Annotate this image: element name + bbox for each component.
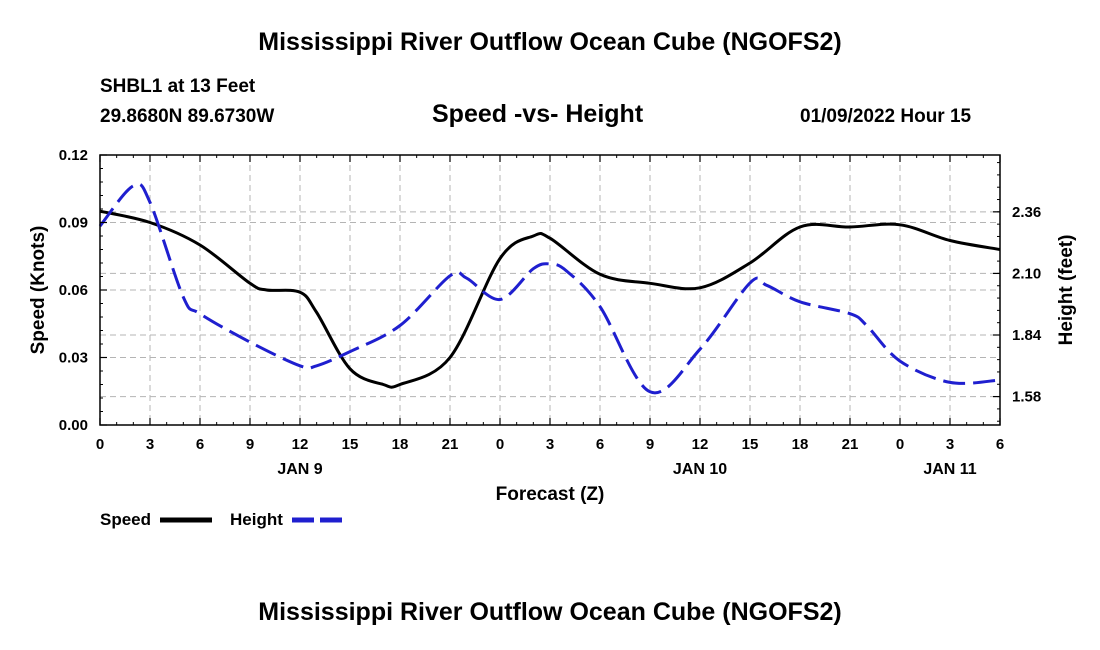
x-tick-label: 3 [946, 436, 954, 453]
axis-ticks [99, 154, 1001, 426]
x-tick-label: 9 [246, 436, 254, 453]
x-tick-label: 0 [96, 436, 104, 453]
y-tick-label: 0.06 [59, 282, 88, 299]
y-axis-title: Speed (Knots) [28, 226, 49, 355]
x-axis-title: Forecast (Z) [496, 484, 605, 505]
y2-axis-title: Height (feet) [1056, 235, 1077, 346]
x-date-label: JAN 10 [673, 461, 727, 478]
x-tick-label: 12 [292, 436, 309, 453]
x-date-label: JAN 11 [923, 461, 976, 478]
x-tick-label: 3 [146, 436, 154, 453]
speed-height-chart: 0 3 6 9 12 15 18 21 0 3 6 9 12 15 18 21 0 3 6 JAN 9 JAN 10 JA… [28, 147, 1077, 529]
x-tick-label: 15 [742, 436, 759, 453]
y2-tick-label: 2.36 [1012, 204, 1041, 221]
forecast-timestamp: 01/09/2022 Hour 15 [800, 106, 972, 127]
x-date-label: JAN 9 [277, 461, 322, 478]
y-tick-label: 0.09 [59, 215, 88, 232]
x-tick-label: 12 [692, 436, 709, 453]
y2-tick-label: 1.58 [1012, 389, 1041, 406]
x-tick-label: 21 [442, 436, 459, 453]
axis-labels: 0 3 6 9 12 15 18 21 0 3 6 9 12 15 18 21 0 3 6 JAN 9 JAN 10 JA… [59, 147, 1042, 478]
x-tick-label: 15 [342, 436, 359, 453]
y-tick-label: 0.12 [59, 147, 88, 164]
x-tick-label: 9 [646, 436, 654, 453]
x-tick-label: 6 [596, 436, 604, 453]
station-label: SHBL1 at 13 Feet [100, 76, 256, 97]
x-tick-label: 21 [842, 436, 859, 453]
y-tick-label: 0.00 [59, 417, 88, 434]
series-line-speed [99, 209, 1001, 389]
x-tick-label: 0 [496, 436, 504, 453]
y2-tick-label: 1.84 [1012, 327, 1042, 344]
coordinates-label: 29.8680N 89.6730W [100, 106, 275, 127]
page-title: Mississippi River Outflow Ocean Cube (NG… [258, 28, 842, 56]
x-tick-label: 18 [392, 436, 409, 453]
legend: Speed Height [100, 510, 342, 529]
x-tick-label: 18 [792, 436, 809, 453]
grid-lines [100, 155, 1000, 425]
legend-height-label: Height [230, 510, 283, 529]
x-tick-label: 6 [196, 436, 204, 453]
x-tick-label: 0 [896, 436, 904, 453]
bottom-title: Mississippi River Outflow Ocean Cube (NG… [258, 598, 842, 626]
x-tick-label: 6 [996, 436, 1004, 453]
y-tick-label: 0.03 [59, 350, 88, 367]
x-tick-label: 3 [546, 436, 554, 453]
y2-tick-label: 2.10 [1012, 265, 1041, 282]
legend-speed-label: Speed [100, 510, 151, 529]
chart-subtitle: Speed -vs- Height [432, 100, 644, 128]
